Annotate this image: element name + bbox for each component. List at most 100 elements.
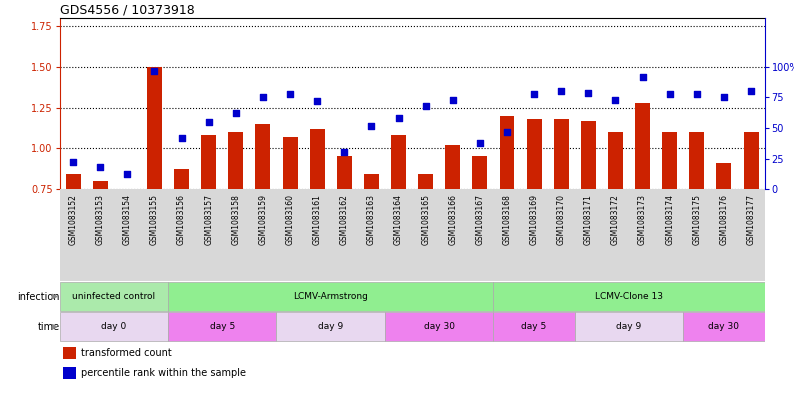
Text: GSM1083175: GSM1083175 xyxy=(692,194,701,245)
Bar xyxy=(744,132,758,189)
Bar xyxy=(553,119,569,189)
Text: day 9: day 9 xyxy=(616,322,642,331)
Text: GSM1083170: GSM1083170 xyxy=(557,194,566,245)
Text: GDS4556 / 10373918: GDS4556 / 10373918 xyxy=(60,4,195,17)
Text: day 5: day 5 xyxy=(522,322,547,331)
Point xyxy=(148,68,161,74)
Bar xyxy=(716,163,731,189)
Text: day 9: day 9 xyxy=(318,322,343,331)
Bar xyxy=(493,282,765,311)
Text: LCMV-Armstrong: LCMV-Armstrong xyxy=(293,292,368,301)
Bar xyxy=(575,312,684,341)
Point xyxy=(365,122,378,129)
Text: GSM1083167: GSM1083167 xyxy=(476,194,484,245)
Point xyxy=(419,103,432,109)
Text: transformed count: transformed count xyxy=(81,348,172,358)
Point xyxy=(229,110,242,116)
Text: GSM1083171: GSM1083171 xyxy=(584,194,593,244)
Bar xyxy=(364,174,379,189)
Text: uninfected control: uninfected control xyxy=(72,292,156,301)
Bar xyxy=(63,347,75,359)
Point xyxy=(283,91,296,97)
Text: GSM1083173: GSM1083173 xyxy=(638,194,647,245)
Text: GSM1083163: GSM1083163 xyxy=(367,194,376,245)
Text: GSM1083157: GSM1083157 xyxy=(204,194,214,245)
Text: time: time xyxy=(37,322,60,332)
Text: percentile rank within the sample: percentile rank within the sample xyxy=(81,368,245,378)
Bar xyxy=(120,189,135,191)
Text: GSM1083165: GSM1083165 xyxy=(421,194,430,245)
Bar xyxy=(684,312,765,341)
Point xyxy=(338,149,351,156)
Text: LCMV-Clone 13: LCMV-Clone 13 xyxy=(595,292,663,301)
Point xyxy=(392,115,405,121)
Point xyxy=(121,171,133,178)
Text: GSM1083169: GSM1083169 xyxy=(530,194,538,245)
Bar xyxy=(472,156,488,189)
Point xyxy=(175,134,188,141)
Text: GSM1083159: GSM1083159 xyxy=(258,194,268,245)
Text: GSM1083161: GSM1083161 xyxy=(313,194,322,244)
Point xyxy=(202,119,215,125)
Text: GSM1083166: GSM1083166 xyxy=(449,194,457,245)
Bar xyxy=(608,132,623,189)
Point xyxy=(473,140,486,146)
Bar xyxy=(229,132,243,189)
Text: GSM1083164: GSM1083164 xyxy=(394,194,403,245)
Text: GSM1083155: GSM1083155 xyxy=(150,194,159,245)
Text: GSM1083162: GSM1083162 xyxy=(340,194,349,244)
Bar xyxy=(201,135,216,189)
Point xyxy=(691,91,703,97)
Text: GSM1083158: GSM1083158 xyxy=(231,194,241,244)
Text: day 30: day 30 xyxy=(708,322,739,331)
Text: GSM1083160: GSM1083160 xyxy=(286,194,295,245)
Bar xyxy=(391,135,406,189)
Text: GSM1083174: GSM1083174 xyxy=(665,194,674,245)
Bar xyxy=(93,181,108,189)
Bar xyxy=(276,312,385,341)
Point xyxy=(528,91,541,97)
Text: GSM1083168: GSM1083168 xyxy=(503,194,511,244)
Text: GSM1083153: GSM1083153 xyxy=(96,194,105,245)
Bar xyxy=(581,121,596,189)
Text: GSM1083176: GSM1083176 xyxy=(719,194,728,245)
Bar xyxy=(337,156,352,189)
Point xyxy=(718,94,730,101)
Text: GSM1083172: GSM1083172 xyxy=(611,194,620,244)
Point xyxy=(745,88,757,94)
Point xyxy=(94,164,106,170)
Bar xyxy=(60,312,168,341)
Bar xyxy=(499,116,515,189)
Text: day 5: day 5 xyxy=(210,322,235,331)
Point xyxy=(663,91,676,97)
Point xyxy=(67,159,79,165)
Point xyxy=(609,97,622,103)
Bar xyxy=(493,312,575,341)
Bar xyxy=(310,129,325,189)
Bar xyxy=(418,174,433,189)
Text: infection: infection xyxy=(17,292,60,301)
Bar xyxy=(66,174,80,189)
Text: day 30: day 30 xyxy=(424,322,455,331)
Bar xyxy=(385,312,493,341)
Point xyxy=(582,90,595,96)
Bar xyxy=(662,132,677,189)
Bar xyxy=(445,145,461,189)
Bar xyxy=(60,282,168,311)
Point xyxy=(501,129,514,135)
Point xyxy=(636,73,649,80)
Bar xyxy=(168,282,493,311)
Text: GSM1083152: GSM1083152 xyxy=(68,194,78,244)
Bar xyxy=(168,312,276,341)
Text: GSM1083154: GSM1083154 xyxy=(123,194,132,245)
Bar xyxy=(283,137,298,189)
Bar xyxy=(256,124,271,189)
Point xyxy=(446,97,459,103)
Bar xyxy=(635,103,650,189)
Point xyxy=(256,94,269,101)
Bar xyxy=(147,67,162,189)
Point xyxy=(310,98,323,104)
Text: GSM1083177: GSM1083177 xyxy=(746,194,756,245)
Point xyxy=(555,88,568,94)
Bar xyxy=(689,132,704,189)
